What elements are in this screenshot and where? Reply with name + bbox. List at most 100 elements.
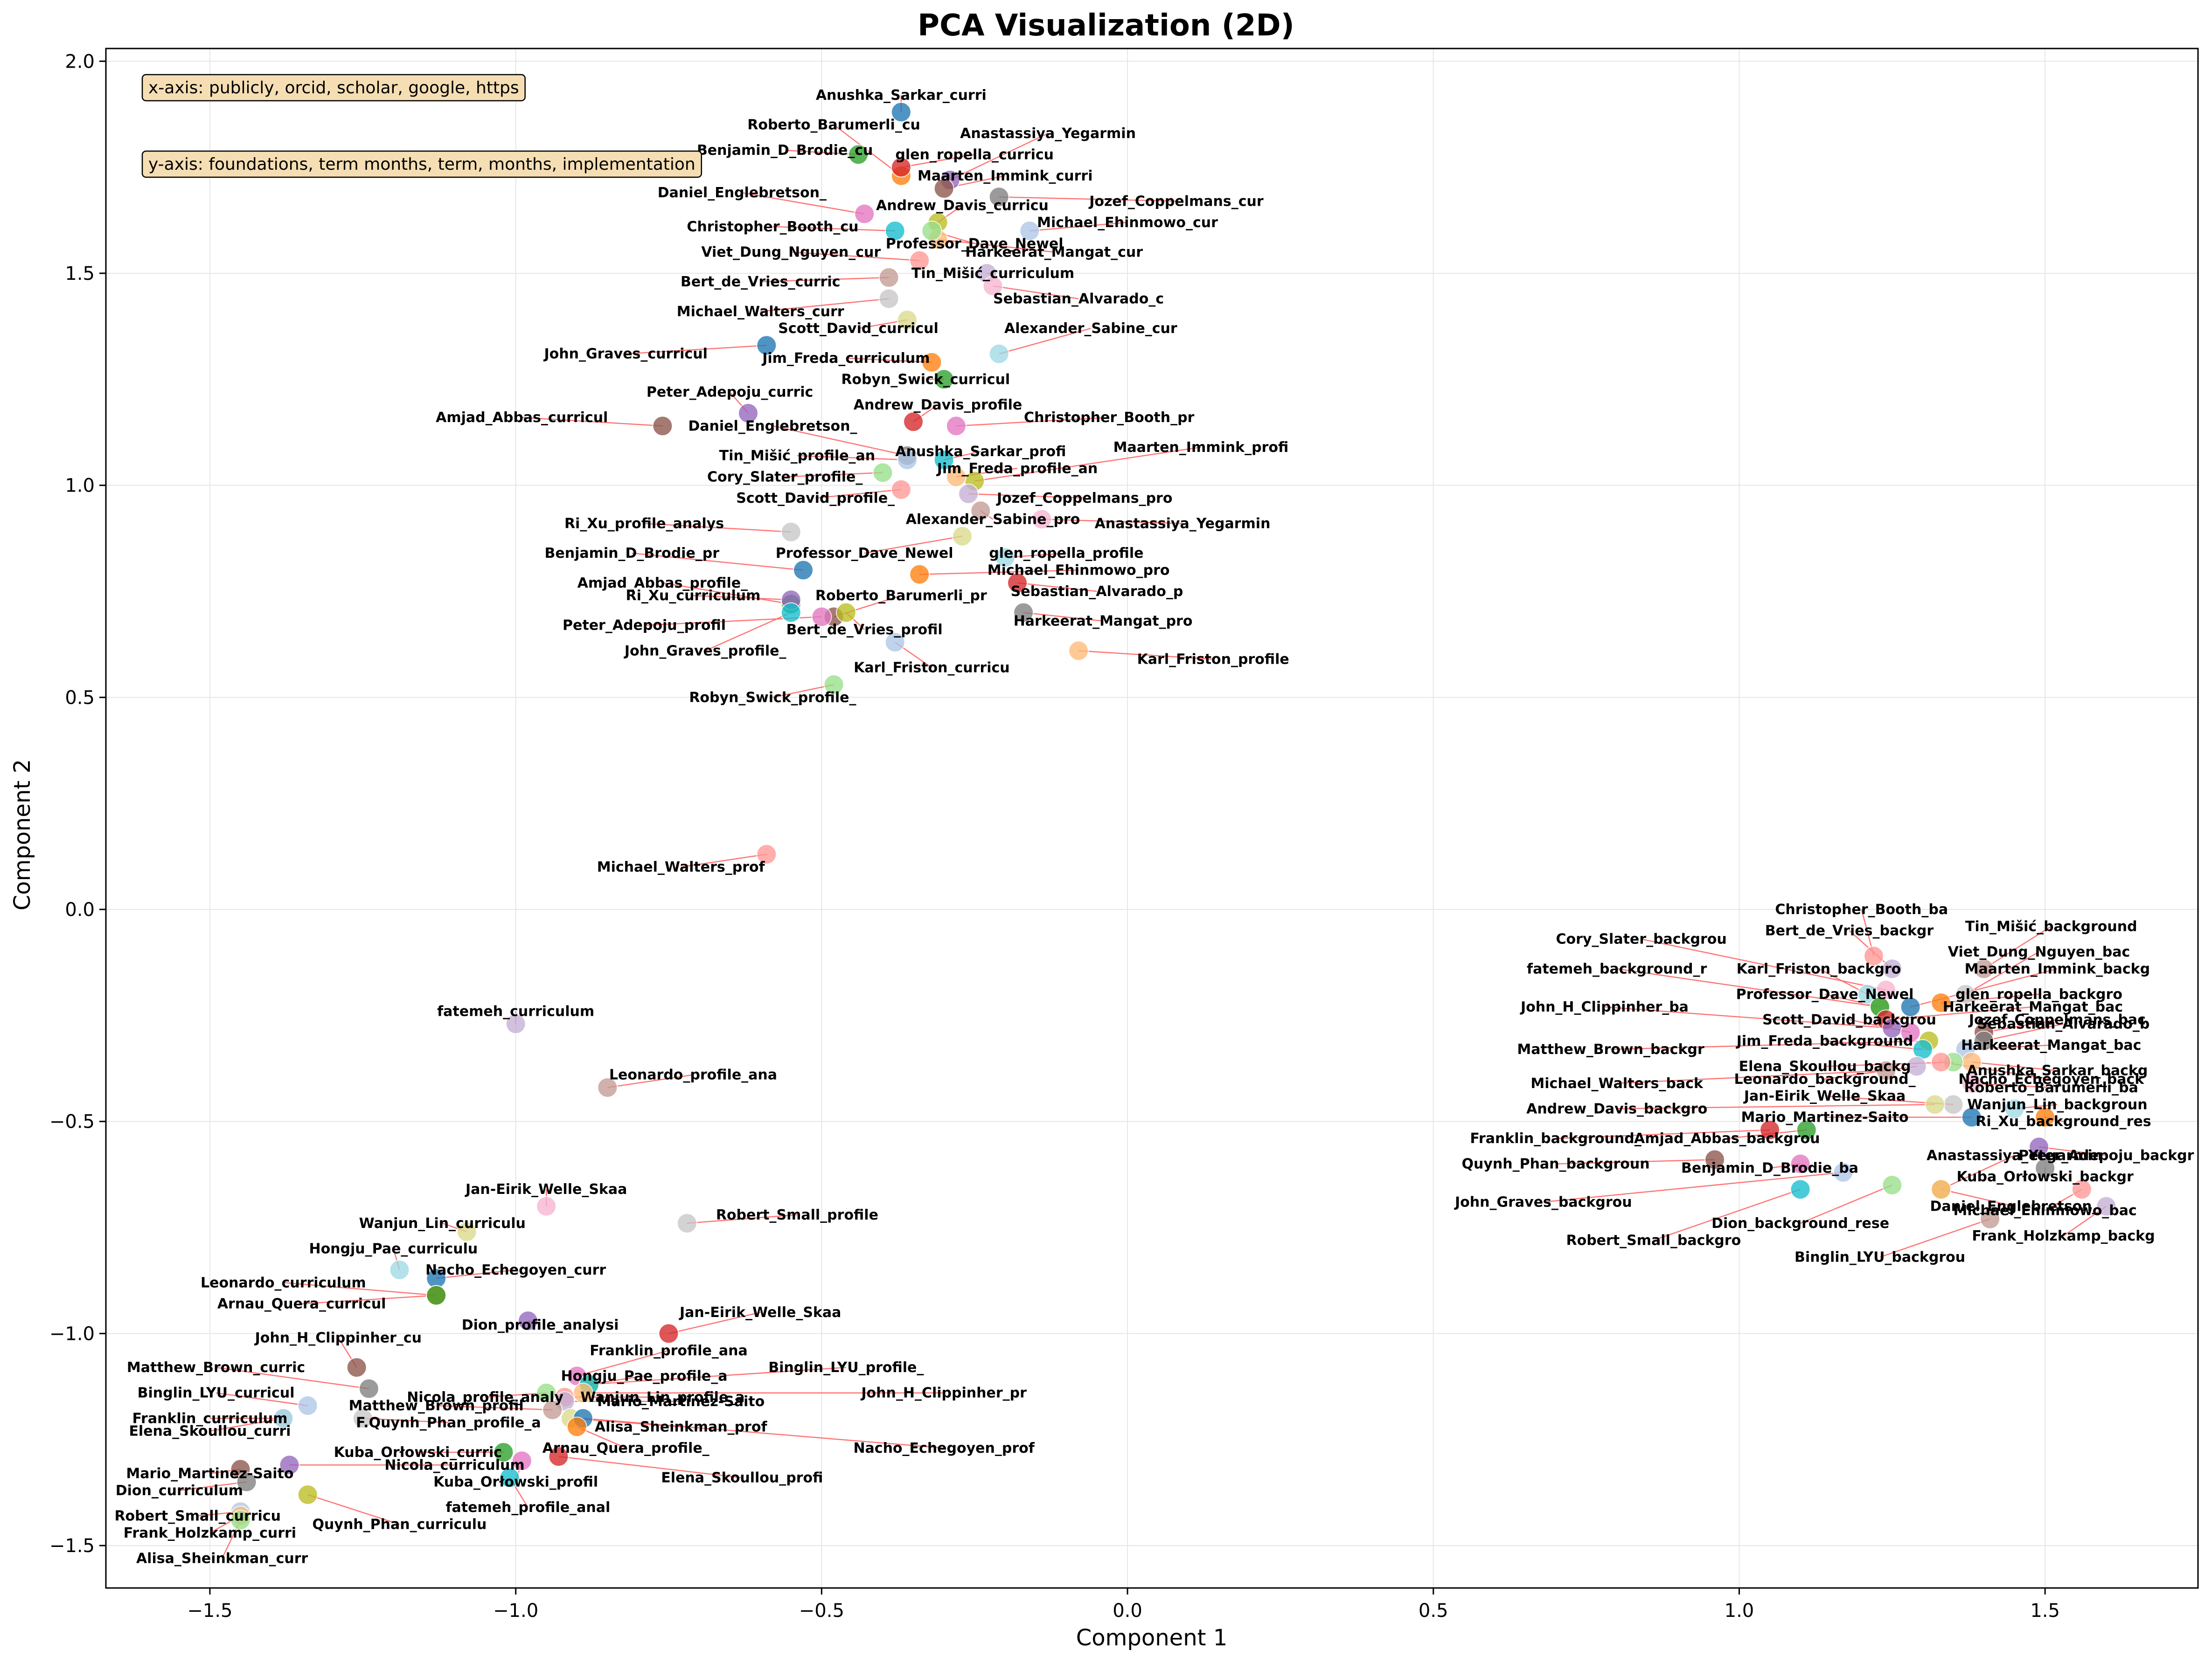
point-label: Bert_de_Vries_profil: [786, 622, 943, 638]
x-tick-label: 1.5: [2030, 1600, 2060, 1622]
leader-line: [2038, 1146, 2107, 1156]
point-label: Christopher_Booth_ba: [1775, 901, 1948, 918]
data-point: [2096, 1196, 2117, 1217]
data-point: [890, 479, 911, 500]
point-label: Jim_Freda_background: [1736, 1033, 1913, 1049]
leader-line: [626, 345, 767, 354]
leader-line: [589, 1366, 846, 1385]
point-labels: Anushka_Sarkar_curri Roberto_Barumerli_cu…: [114, 87, 2194, 1567]
point-label: Bert_de_Vries_curric: [681, 274, 840, 290]
point-label: John_Graves_backgrou: [1454, 1194, 1632, 1210]
data-point: [1900, 997, 1921, 1018]
data-point: [872, 462, 893, 483]
point-label: Karl_Friston_backgro: [1737, 961, 1901, 977]
point-label: Nacho_Echegoyen_back: [1958, 1071, 2144, 1088]
point-label: Wanjun_Lin_curriculu: [359, 1215, 526, 1232]
data-point: [1943, 1094, 1964, 1115]
point-label: Michael_Walters_curr: [677, 304, 844, 320]
point-label: Professor_Dave_Newel: [1736, 986, 1914, 1003]
point-label: John_H_Clippinher_pr: [860, 1385, 1027, 1401]
point-label: Mario_Martinez-Saito: [126, 1465, 293, 1482]
data-point: [1882, 958, 1903, 979]
leader-line: [974, 446, 1201, 482]
leader-line: [1971, 1061, 2058, 1071]
data-point: [1955, 984, 1976, 1005]
point-label: Quynh_Phan_curriculu: [313, 1517, 487, 1533]
point-label: Michael_Walters_back: [1530, 1075, 1704, 1092]
data-point: [536, 1196, 557, 1217]
leader-line: [950, 132, 1049, 181]
leader-line: [1555, 1129, 1770, 1139]
leader-line: [1616, 968, 1880, 1008]
point-label: Harkeerat_Mangat_bac: [1961, 1037, 2141, 1054]
x-tick-label: 0.5: [1419, 1600, 1448, 1622]
data-point: [988, 187, 1009, 208]
leader-line: [742, 192, 865, 215]
point-label: Michael_Ehinmowo_bac: [1953, 1203, 2136, 1219]
point-label: Kuba_Orłowski_curric: [334, 1444, 502, 1461]
point-label: Jan-Eirik_Welle_Skaa: [679, 1304, 841, 1321]
point-label: Peter_Adepoju_backgr: [2018, 1147, 2194, 1164]
data-point: [566, 1416, 587, 1437]
point-label: John_Graves_profile_: [624, 643, 786, 659]
data-point: [2035, 1158, 2056, 1179]
y-tick-label: −0.5: [49, 1111, 95, 1133]
leader-line: [216, 1366, 369, 1389]
data-point: [995, 547, 1016, 568]
leader-line: [1543, 1172, 1843, 1203]
data-point: [780, 521, 801, 542]
y-axis-ticks: −1.5 −1.0 −0.5 0.0 0.5 1.0 1.5 2.0: [49, 51, 106, 1557]
point-label: Jozef_Coppelmans_bac: [1968, 1012, 2146, 1028]
data-point: [2035, 1107, 2056, 1128]
data-point: [903, 411, 924, 432]
leader-line: [681, 853, 767, 868]
data-point: [346, 1357, 367, 1378]
data-point: [897, 309, 918, 330]
data-point: [493, 1442, 514, 1463]
leader-line: [577, 1350, 669, 1377]
point-label: Sebastian_Alvarado_c: [993, 291, 1164, 307]
y-axis-note-text: y-axis: foundations, term months, term, …: [148, 155, 696, 174]
point-label: Robert_Small_backgro: [1566, 1232, 1741, 1248]
point-label: glen_ropella_backgro: [1955, 986, 2122, 1003]
point-label: Alexander_Sabine_pro: [906, 511, 1080, 527]
point-label: Binglin_LYU_curricul: [138, 1385, 295, 1401]
leader-line: [209, 1418, 284, 1432]
data-point: [2029, 1137, 2050, 1158]
leader-line: [436, 1405, 553, 1411]
leader-line: [1941, 993, 2039, 1004]
data-point: [511, 1450, 532, 1471]
leader-line: [179, 1481, 247, 1491]
point-label: Professor_Dave_Newel: [776, 545, 953, 562]
point-label: Mario_Martinez-Saito: [597, 1394, 765, 1410]
point-label: Jozef_Coppelmans_cur: [1088, 193, 1264, 209]
point-label: Binglin_LYU_backgrou: [1795, 1249, 1965, 1266]
data-point: [1974, 958, 1995, 979]
leader-line: [1965, 951, 2039, 995]
point-label: Karl_Friston_curricu: [854, 660, 1010, 676]
leader-line: [791, 251, 920, 261]
point-label: Jim_Freda_profile_an: [936, 460, 1098, 477]
leader-line: [1971, 1082, 2052, 1089]
point-label: Elena_Skoullou_backg: [1739, 1058, 1911, 1075]
data-point: [1931, 992, 1952, 1013]
leader-line: [760, 277, 889, 283]
data-point: [884, 632, 905, 653]
data-point: [658, 1323, 679, 1344]
leader-line: [999, 327, 1091, 354]
data-point: [982, 276, 1003, 297]
x-axis-label: Component 1: [1076, 1625, 1227, 1651]
leader-line: [644, 523, 791, 533]
point-label: Cory_Slater_backgrou: [1556, 931, 1726, 948]
leader-line: [815, 489, 901, 499]
point-label: Dion_background_rese: [1711, 1215, 1889, 1232]
point-label: Anastassiya_Yegarmin: [1927, 1147, 2102, 1164]
point-label: Leonardo_profile_ana: [609, 1067, 777, 1083]
data-point: [358, 1378, 379, 1399]
data-point: [1925, 1094, 1946, 1115]
point-label: Nacho_Echegoyen_prof: [853, 1440, 1035, 1456]
point-label: F.Quynh_Phan_profile_a: [356, 1414, 541, 1431]
data-point: [1857, 984, 1878, 1005]
point-label: John_H_Clippinher_ba: [1520, 999, 1689, 1015]
leader-line: [999, 196, 1176, 202]
